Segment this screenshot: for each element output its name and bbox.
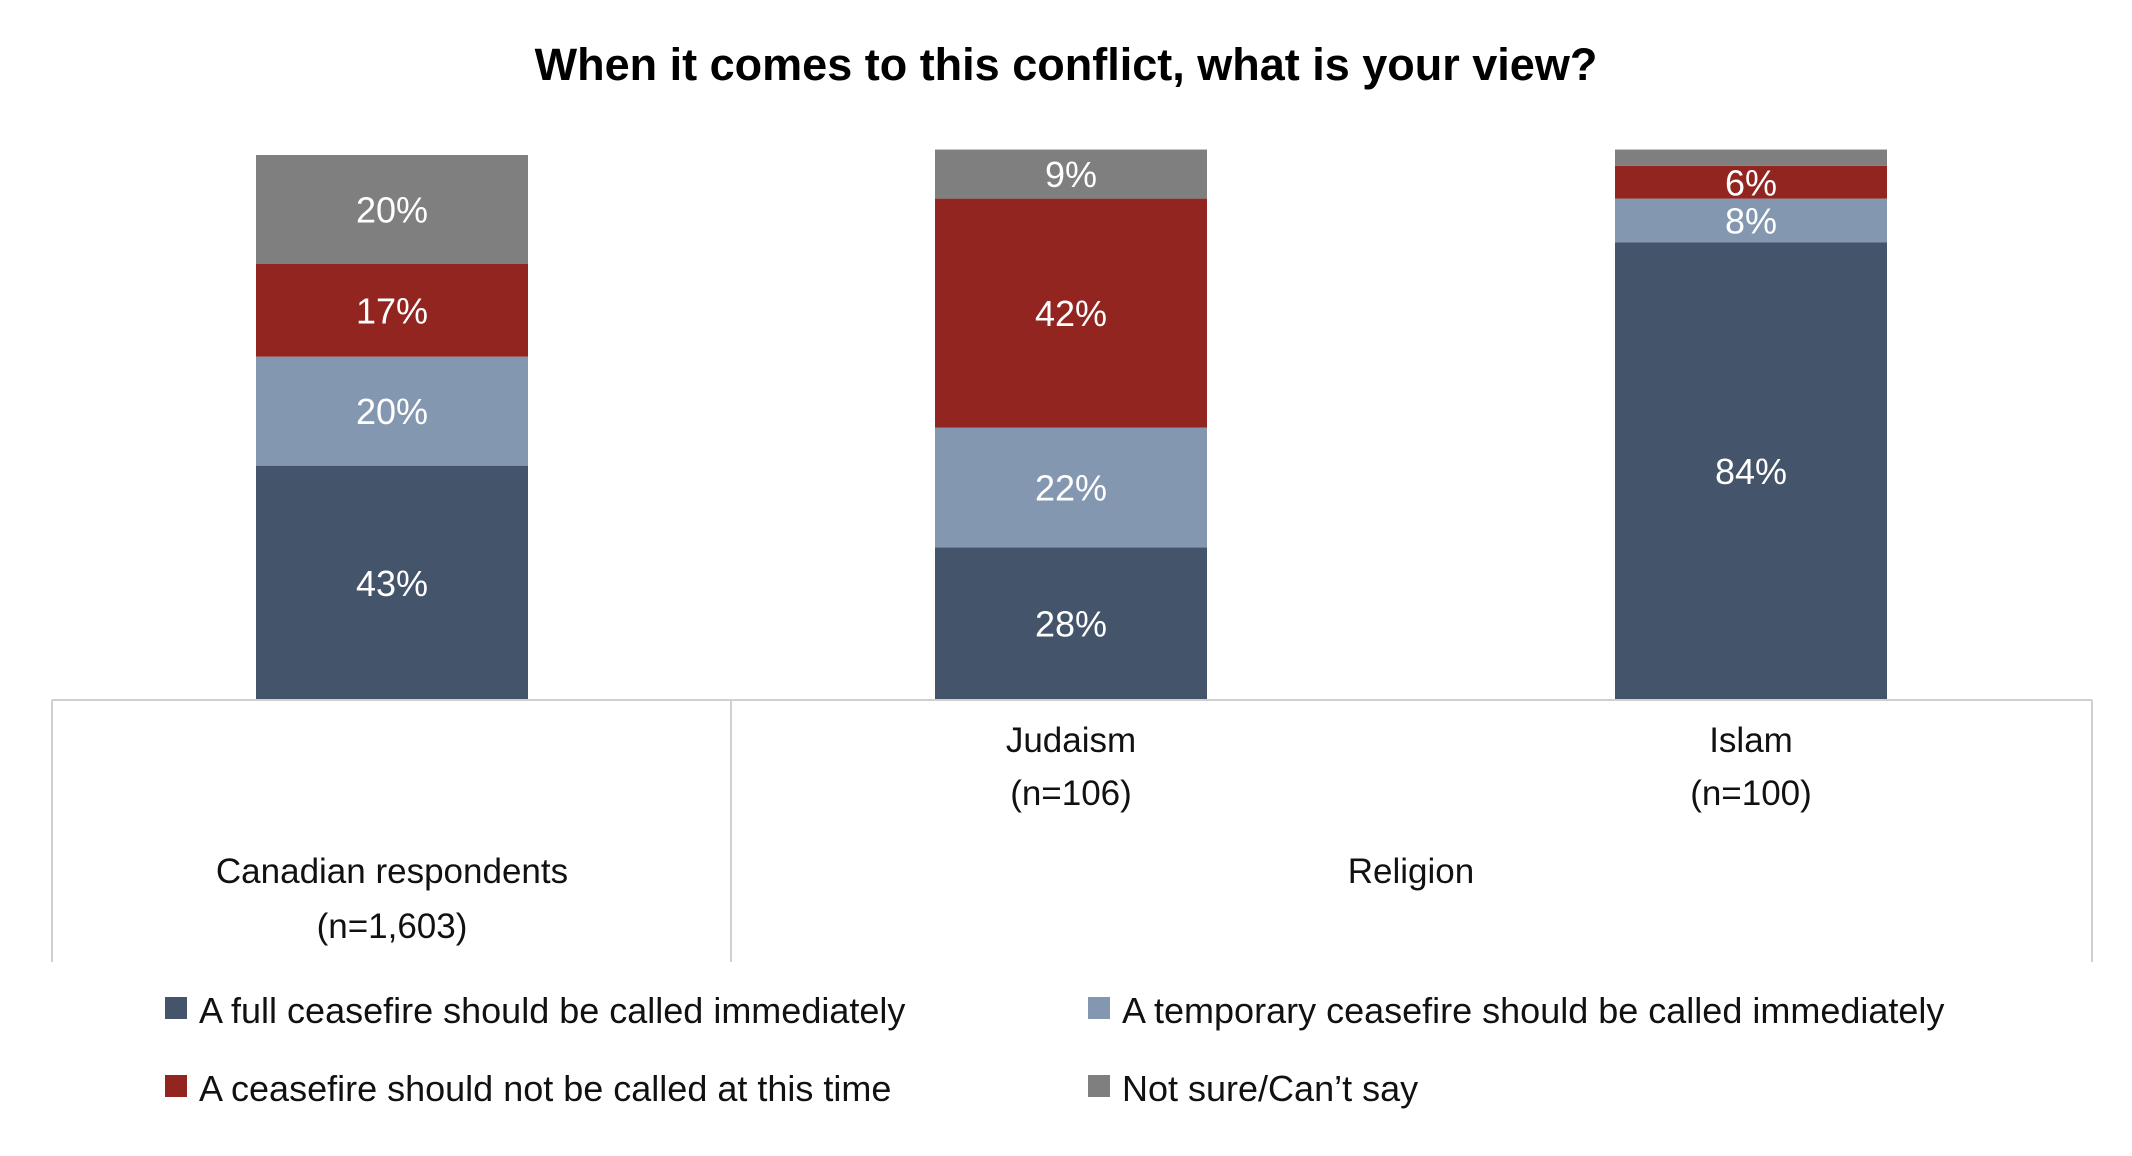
- bar-segment: [1615, 198, 1887, 243]
- data-label: 6%: [1725, 162, 1777, 203]
- legend-swatch: [1088, 997, 1110, 1019]
- bar-segment: [256, 465, 528, 700]
- data-label: 28%: [1035, 604, 1107, 645]
- category-axis: Canadian respondents (n=1,603) Judaism (n=1…: [51, 699, 2093, 962]
- legend-label: A ceasefire should not be called at this…: [199, 1068, 891, 1109]
- data-label: 8%: [1725, 200, 1777, 241]
- data-label: 43%: [356, 563, 428, 604]
- data-label: 42%: [1035, 293, 1107, 334]
- category-sample-size: (n=100): [1690, 774, 1812, 813]
- legend-swatch: [165, 1075, 187, 1097]
- legend-label: A full ceasefire should be called immedi…: [199, 990, 905, 1031]
- legend-swatch: [165, 997, 187, 1019]
- data-label: 20%: [356, 391, 428, 432]
- bar-segment: [935, 427, 1207, 548]
- category-label: Canadian respondents: [216, 852, 568, 891]
- bar-segment: [1615, 149, 1887, 166]
- legend-label: A temporary ceasefire should be called i…: [1122, 990, 1944, 1031]
- data-label: 9%: [1045, 154, 1097, 195]
- category-sample-size: (n=106): [1010, 774, 1132, 813]
- category-label: Islam: [1709, 721, 1793, 760]
- bar-segment: [256, 356, 528, 466]
- data-label: 20%: [356, 190, 428, 231]
- bar-segment: [256, 264, 528, 357]
- bar-segment: [935, 149, 1207, 199]
- category-sample-size: (n=1,603): [317, 907, 468, 946]
- legend-label: Not sure/Can’t say: [1122, 1068, 1418, 1109]
- bar-segment: [1615, 242, 1887, 700]
- bar-segment: [1615, 165, 1887, 199]
- bar-segment: [935, 547, 1207, 700]
- group-label: Religion: [1348, 852, 1474, 891]
- data-label: 22%: [1035, 467, 1107, 508]
- data-label: 84%: [1715, 451, 1787, 492]
- bar-segment: [935, 198, 1207, 428]
- category-label: Judaism: [1006, 721, 1136, 760]
- bar-segment: [256, 155, 528, 264]
- legend: A full ceasefire should be called immedi…: [165, 990, 1944, 1109]
- chart-title: When it comes to this conflict, what is …: [535, 39, 1598, 90]
- legend-swatch: [1088, 1075, 1110, 1097]
- bars-layer: 43% 20% 17% 20% 28% 22% 42% 9% 84% 8%6%: [256, 149, 1887, 700]
- data-label: 17%: [356, 290, 428, 331]
